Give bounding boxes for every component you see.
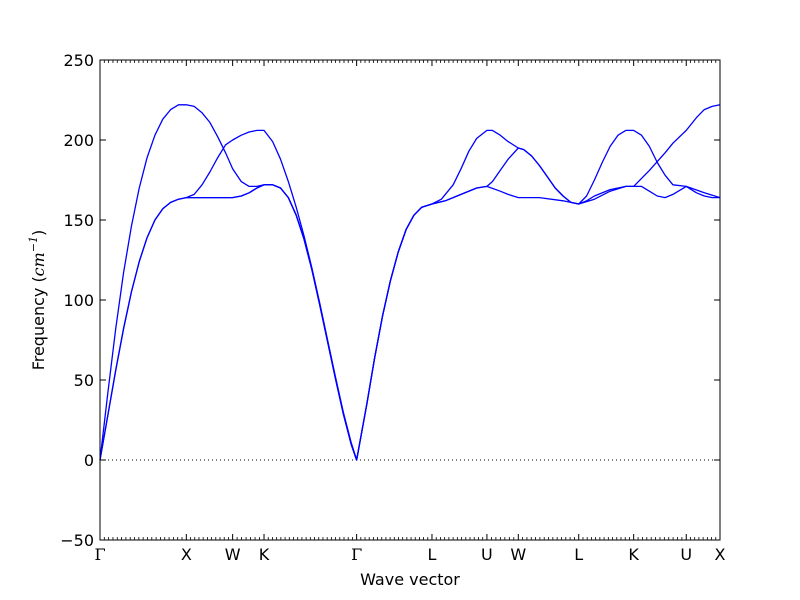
y-axis-label-prefix: Frequency ( bbox=[29, 276, 48, 370]
x-tick-label: U bbox=[481, 545, 493, 564]
band-line-3 bbox=[99, 104, 720, 461]
y-axis-label-suffix: ) bbox=[29, 230, 48, 236]
y-tick-label: 50 bbox=[74, 371, 94, 390]
y-tick-label: −50 bbox=[60, 531, 94, 550]
plot-frame bbox=[99, 59, 721, 541]
y-tick-label: 200 bbox=[63, 131, 94, 150]
x-tick-label: W bbox=[510, 545, 526, 564]
x-tick-label: L bbox=[428, 545, 437, 564]
x-tick-label: K bbox=[628, 545, 639, 564]
y-axis-ticks: −50 0 50 100 150 200 250 bbox=[60, 51, 720, 550]
x-tick-label: K bbox=[259, 545, 270, 564]
y-tick-label: 150 bbox=[63, 211, 94, 230]
x-tick-label: W bbox=[225, 545, 241, 564]
band-line-4 bbox=[186, 129, 358, 461]
x-tick-label: L bbox=[574, 545, 583, 564]
y-tick-label: 100 bbox=[63, 291, 94, 310]
x-tick-label: U bbox=[680, 545, 692, 564]
y-tick-label: 250 bbox=[63, 51, 94, 70]
x-tick-label: X bbox=[181, 545, 192, 564]
x-tick-label: Γ bbox=[351, 545, 362, 564]
x-tick-label: Γ bbox=[94, 545, 105, 564]
y-axis-label-unit: cm bbox=[29, 252, 48, 276]
x-axis-label: Wave vector bbox=[360, 570, 460, 589]
y-tick-label: 0 bbox=[84, 451, 94, 470]
series-layer bbox=[99, 104, 721, 461]
band-line-1 bbox=[99, 184, 721, 461]
x-tick-label: X bbox=[715, 545, 726, 564]
band-line-2 bbox=[99, 104, 721, 461]
y-axis-label-exponent: −1 bbox=[27, 236, 40, 252]
y-axis-label: Frequency (cm−1) bbox=[27, 230, 48, 371]
